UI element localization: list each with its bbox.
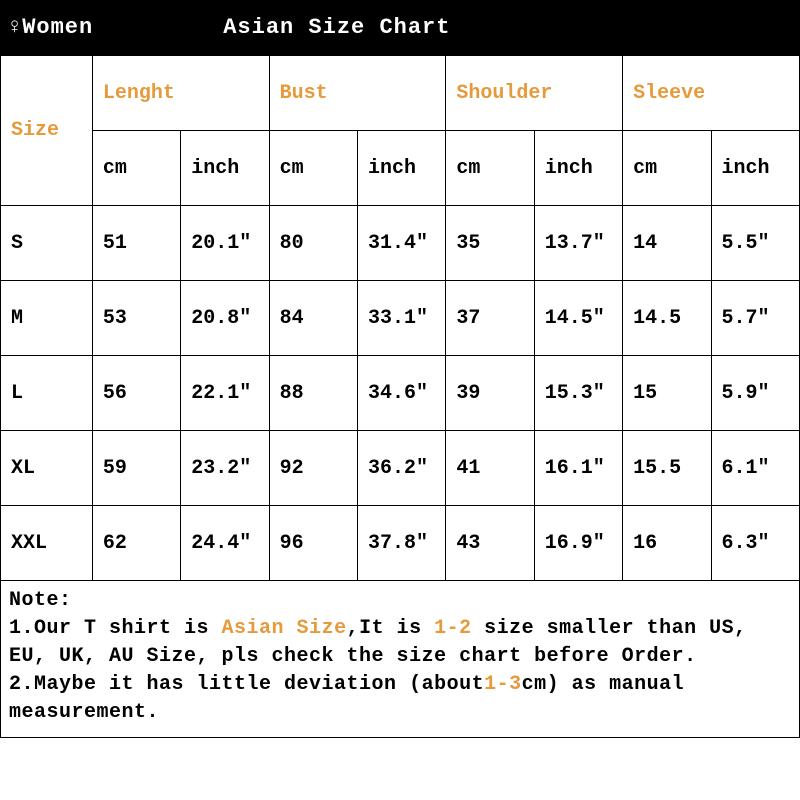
data-cell: 16 xyxy=(623,506,711,581)
data-cell: 56 xyxy=(92,356,180,431)
unit-cm: cm xyxy=(269,131,357,206)
table-row: M5320.8″8433.1″3714.5″14.55.7″ xyxy=(1,281,800,356)
note-text: 2.Maybe it has little deviation (about xyxy=(9,673,484,696)
table-head: Size Lenght Bust Shoulder Sleeve cm inch… xyxy=(1,56,800,206)
note-heading: Note: xyxy=(9,587,791,615)
table-row: S5120.1″8031.4″3513.7″145.5″ xyxy=(1,206,800,281)
header-row-groups: Size Lenght Bust Shoulder Sleeve xyxy=(1,56,800,131)
data-cell: 35 xyxy=(446,206,534,281)
gender-symbol: ♀ xyxy=(8,15,22,40)
data-cell: 14 xyxy=(623,206,711,281)
table-row: L5622.1″8834.6″3915.3″155.9″ xyxy=(1,356,800,431)
data-cell: 24.4″ xyxy=(181,506,269,581)
note-text: 1.Our T shirt is xyxy=(9,617,222,640)
data-cell: 16.1″ xyxy=(534,431,622,506)
data-cell: 6.1″ xyxy=(711,431,799,506)
data-cell: 41 xyxy=(446,431,534,506)
chart-header: ♀ Women Asian Size Chart xyxy=(0,0,800,55)
table-body: S5120.1″8031.4″3513.7″145.5″M5320.8″8433… xyxy=(1,206,800,581)
unit-cm: cm xyxy=(92,131,180,206)
header-row-units: cm inch cm inch cm inch cm inch xyxy=(1,131,800,206)
unit-inch: inch xyxy=(711,131,799,206)
chart-title: Asian Size Chart xyxy=(223,15,450,40)
note-highlight: Asian Size xyxy=(222,617,347,640)
data-cell: 36.2″ xyxy=(358,431,446,506)
data-cell: 33.1″ xyxy=(358,281,446,356)
data-cell: 20.1″ xyxy=(181,206,269,281)
data-cell: 43 xyxy=(446,506,534,581)
data-cell: 88 xyxy=(269,356,357,431)
data-cell: 92 xyxy=(269,431,357,506)
measure-header-sleeve: Sleeve xyxy=(623,56,800,131)
size-cell: L xyxy=(1,356,93,431)
size-cell: S xyxy=(1,206,93,281)
data-cell: 5.7″ xyxy=(711,281,799,356)
data-cell: 53 xyxy=(92,281,180,356)
size-column-header: Size xyxy=(1,56,93,206)
note-highlight: 1-2 xyxy=(434,617,472,640)
data-cell: 5.5″ xyxy=(711,206,799,281)
data-cell: 96 xyxy=(269,506,357,581)
data-cell: 80 xyxy=(269,206,357,281)
note-line-1: 1.Our T shirt is Asian Size,It is 1-2 si… xyxy=(9,615,791,671)
data-cell: 51 xyxy=(92,206,180,281)
table-row: XL5923.2″9236.2″4116.1″15.56.1″ xyxy=(1,431,800,506)
measure-header-shoulder: Shoulder xyxy=(446,56,623,131)
data-cell: 62 xyxy=(92,506,180,581)
table-row: XXL6224.4″9637.8″4316.9″166.3″ xyxy=(1,506,800,581)
data-cell: 59 xyxy=(92,431,180,506)
unit-cm: cm xyxy=(446,131,534,206)
unit-inch: inch xyxy=(534,131,622,206)
data-cell: 37.8″ xyxy=(358,506,446,581)
gender-label: Women xyxy=(22,15,93,40)
measure-header-bust: Bust xyxy=(269,56,446,131)
note-line-2: 2.Maybe it has little deviation (about1-… xyxy=(9,671,791,727)
data-cell: 15 xyxy=(623,356,711,431)
unit-inch: inch xyxy=(181,131,269,206)
data-cell: 22.1″ xyxy=(181,356,269,431)
size-cell: XXL xyxy=(1,506,93,581)
measure-header-length: Lenght xyxy=(92,56,269,131)
size-chart-container: ♀ Women Asian Size Chart Size Lenght Bus… xyxy=(0,0,800,800)
data-cell: 13.7″ xyxy=(534,206,622,281)
data-cell: 16.9″ xyxy=(534,506,622,581)
note-text: ,It is xyxy=(347,617,435,640)
unit-inch: inch xyxy=(358,131,446,206)
data-cell: 15.3″ xyxy=(534,356,622,431)
data-cell: 34.6″ xyxy=(358,356,446,431)
size-cell: M xyxy=(1,281,93,356)
size-cell: XL xyxy=(1,431,93,506)
data-cell: 6.3″ xyxy=(711,506,799,581)
data-cell: 20.8″ xyxy=(181,281,269,356)
data-cell: 37 xyxy=(446,281,534,356)
data-cell: 5.9″ xyxy=(711,356,799,431)
note-section: Note: 1.Our T shirt is Asian Size,It is … xyxy=(0,581,800,738)
data-cell: 31.4″ xyxy=(358,206,446,281)
data-cell: 14.5 xyxy=(623,281,711,356)
data-cell: 15.5 xyxy=(623,431,711,506)
data-cell: 39 xyxy=(446,356,534,431)
size-table: Size Lenght Bust Shoulder Sleeve cm inch… xyxy=(0,55,800,581)
note-highlight: 1-3 xyxy=(484,673,522,696)
data-cell: 14.5″ xyxy=(534,281,622,356)
data-cell: 23.2″ xyxy=(181,431,269,506)
unit-cm: cm xyxy=(623,131,711,206)
data-cell: 84 xyxy=(269,281,357,356)
